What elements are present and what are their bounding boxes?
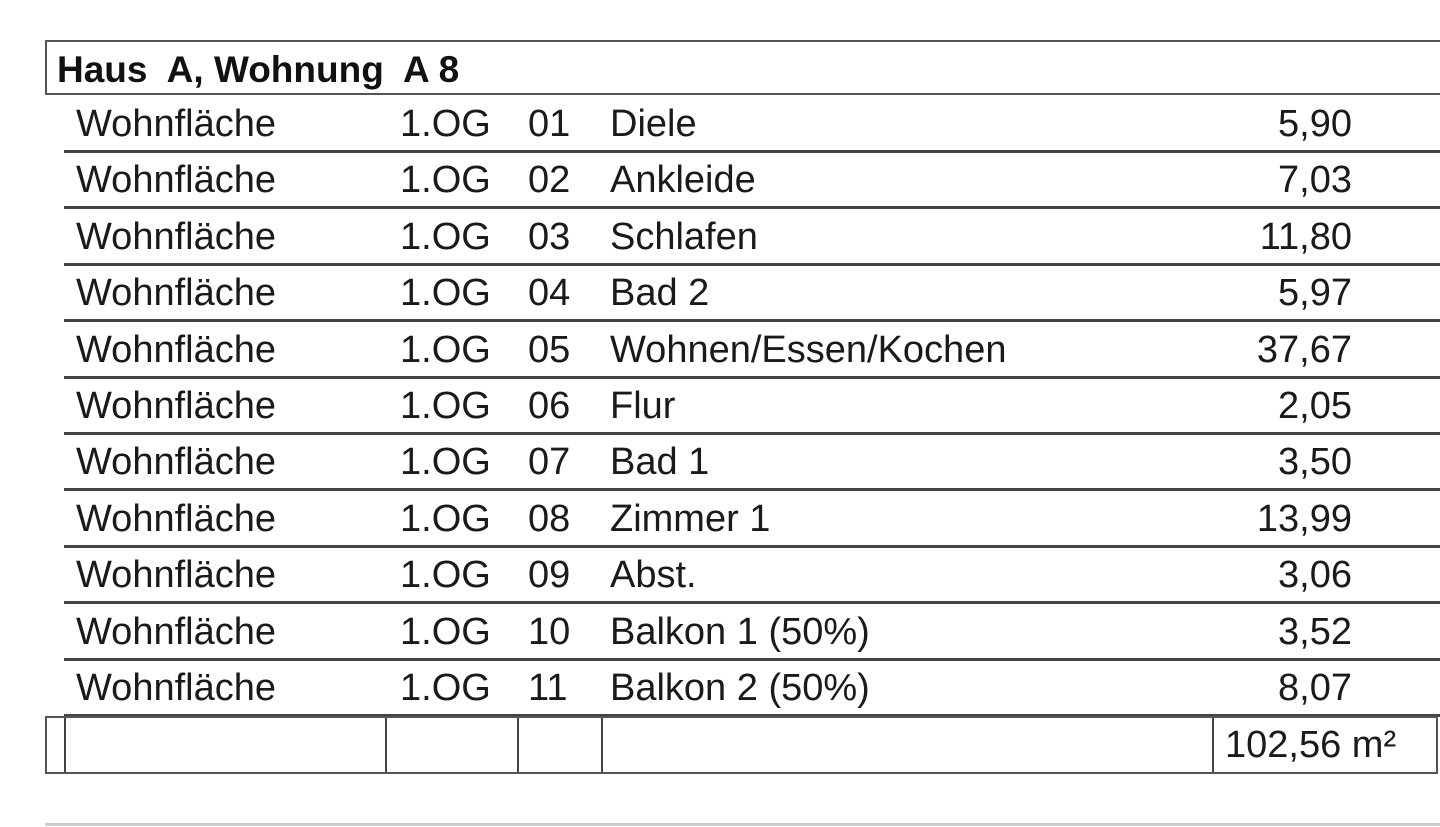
- room-number: 03: [528, 215, 571, 258]
- room-number: 10: [528, 610, 571, 653]
- room-number: 02: [528, 159, 571, 202]
- room-name: Schlafen: [610, 215, 758, 258]
- room-number: 04: [528, 272, 571, 315]
- room-number: 08: [528, 497, 571, 540]
- divider: [601, 718, 603, 772]
- floor: 1.OG: [400, 159, 491, 202]
- floor: 1.OG: [400, 272, 491, 315]
- room-name: Flur: [610, 385, 676, 427]
- floor: 1.OG: [400, 497, 491, 540]
- table-row: Wohnfläche 1.OG 11 Balkon 2 (50%) 8,07: [64, 661, 1440, 717]
- room-area: 11,80: [1259, 215, 1352, 258]
- room-area: 3,06: [1278, 554, 1352, 597]
- table-row: Wohnfläche 1.OG 05 Wohnen/Essen/Kochen 37,67: [64, 323, 1440, 379]
- table-row: Wohnfläche 1.OG 08 Zimmer 1 13,99: [64, 492, 1440, 548]
- room-area: 5,97: [1278, 272, 1352, 315]
- room-area: 37,67: [1256, 328, 1352, 371]
- room-number: 09: [528, 554, 571, 597]
- area-type: Wohnfläche: [76, 667, 276, 709]
- room-area: 3,52: [1278, 610, 1352, 653]
- room-number: 07: [528, 441, 571, 484]
- divider: [517, 718, 519, 772]
- table-row: Wohnfläche 1.OG 10 Balkon 1 (50%) 3,52: [64, 605, 1440, 661]
- room-area: 3,50: [1278, 441, 1352, 484]
- room-area: 8,07: [1278, 667, 1352, 709]
- area-type: Wohnfläche: [76, 497, 276, 540]
- room-number: 01: [528, 103, 571, 145]
- room-name: Abst.: [610, 554, 697, 597]
- room-name: Diele: [610, 103, 697, 145]
- room-number: 05: [528, 328, 571, 371]
- area-type: Wohnfläche: [76, 215, 276, 258]
- divider: [385, 718, 387, 772]
- floor: 1.OG: [400, 215, 491, 258]
- room-name: Ankleide: [610, 159, 756, 202]
- total-row: 102,56 m²: [45, 716, 1438, 774]
- room-number: 06: [528, 385, 571, 427]
- area-type: Wohnfläche: [76, 328, 276, 371]
- area-type: Wohnfläche: [76, 554, 276, 597]
- room-name: Bad 2: [610, 272, 710, 315]
- room-name: Zimmer 1: [610, 497, 771, 540]
- divider: [1212, 718, 1214, 772]
- floor: 1.OG: [400, 667, 491, 709]
- floor: 1.OG: [400, 610, 491, 653]
- area-type: Wohnfläche: [76, 441, 276, 484]
- room-name: Balkon 2 (50%): [610, 667, 870, 709]
- table-row: Wohnfläche 1.OG 06 Flur 2,05: [64, 379, 1440, 435]
- area-type: Wohnfläche: [76, 103, 276, 145]
- area-type: Wohnfläche: [76, 159, 276, 202]
- room-area: 2,05: [1278, 385, 1352, 427]
- divider: [45, 823, 1440, 826]
- room-area: 13,99: [1256, 497, 1352, 540]
- floor: 1.OG: [400, 554, 491, 597]
- floor: 1.OG: [400, 103, 491, 145]
- table-row: Wohnfläche 1.OG 03 Schlafen 11,80: [64, 210, 1440, 266]
- table-row: Wohnfläche 1.OG 01 Diele 5,90: [64, 97, 1440, 153]
- table-title-box: Haus A, Wohnung A 8: [45, 40, 1440, 95]
- table-row: Wohnfläche 1.OG 09 Abst. 3,06: [64, 548, 1440, 605]
- room-name: Bad 1: [610, 441, 710, 484]
- room-area: 5,90: [1278, 103, 1352, 145]
- area-type: Wohnfläche: [76, 272, 276, 315]
- divider: [64, 718, 66, 772]
- room-area: 7,03: [1278, 159, 1352, 202]
- area-type: Wohnfläche: [76, 385, 276, 427]
- floor: 1.OG: [400, 328, 491, 371]
- room-name: Wohnen/Essen/Kochen: [610, 328, 1007, 371]
- room-number: 11: [528, 667, 568, 709]
- floor: 1.OG: [400, 385, 491, 427]
- table-row: Wohnfläche 1.OG 02 Ankleide 7,03: [64, 153, 1440, 210]
- floor: 1.OG: [400, 441, 491, 484]
- table-row: Wohnfläche 1.OG 07 Bad 1 3,50: [64, 435, 1440, 492]
- area-type: Wohnfläche: [76, 610, 276, 653]
- room-name: Balkon 1 (50%): [610, 610, 870, 653]
- total-area: 102,56 m²: [1225, 724, 1397, 766]
- table-title: Haus A, Wohnung A 8: [57, 49, 460, 90]
- table-row: Wohnfläche 1.OG 04 Bad 2 5,97: [64, 266, 1440, 323]
